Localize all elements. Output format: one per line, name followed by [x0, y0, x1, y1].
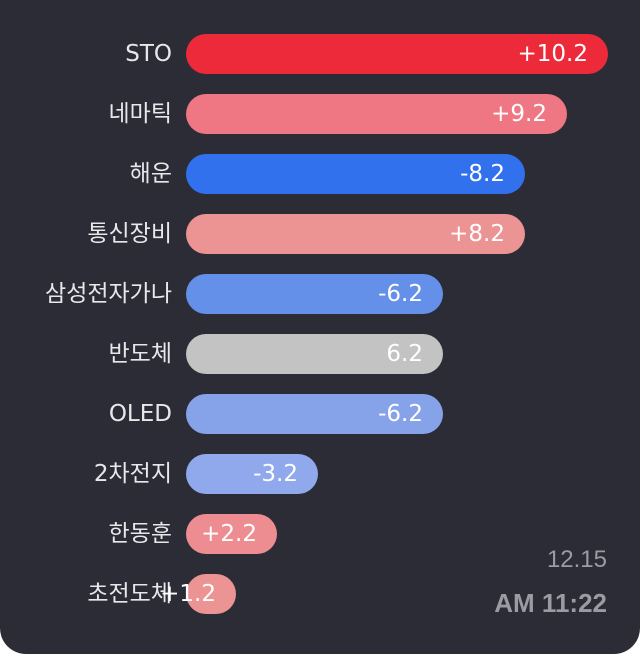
category-label: 초전도체 [87, 581, 172, 607]
bar-value-label: +10.2 [517, 41, 588, 67]
bar-value-label: 6.2 [386, 341, 423, 367]
category-label: 한동훈 [108, 521, 172, 547]
category-label: 네마틱 [108, 101, 172, 127]
bar-value-label: -8.2 [460, 161, 505, 187]
bar: +1.2 [160, 574, 236, 614]
bar: -6.2 [186, 274, 443, 314]
bar: +8.2 [186, 214, 525, 254]
category-label: 2차전지 [93, 461, 172, 487]
bar-value-label: +9.2 [491, 101, 547, 127]
category-label: 통신장비 [87, 221, 172, 247]
bar: +9.2 [186, 94, 567, 134]
bar: +2.2 [186, 514, 277, 554]
category-label: STO [125, 41, 172, 67]
bar-value-label: +8.2 [449, 221, 505, 247]
bar-value-label: -6.2 [378, 401, 423, 427]
category-label: 삼성전자가나 [45, 281, 172, 307]
bar-value-label: +2.2 [201, 521, 257, 547]
bar-value-label: -3.2 [253, 461, 298, 487]
bar: -6.2 [186, 394, 443, 434]
bar: +10.2 [186, 34, 608, 74]
timestamp-time: AM 11:22 [494, 588, 607, 618]
category-label: OLED [108, 401, 172, 427]
category-label: 반도체 [108, 341, 172, 367]
bar: -8.2 [186, 154, 525, 194]
bar: 6.2 [186, 334, 443, 374]
bar-value-label: -6.2 [378, 281, 423, 307]
bar-value-label: +1.2 [160, 581, 216, 607]
category-label: 해운 [129, 161, 172, 187]
timestamp-date: 12.15 [546, 546, 607, 573]
bar: -3.2 [186, 454, 318, 494]
